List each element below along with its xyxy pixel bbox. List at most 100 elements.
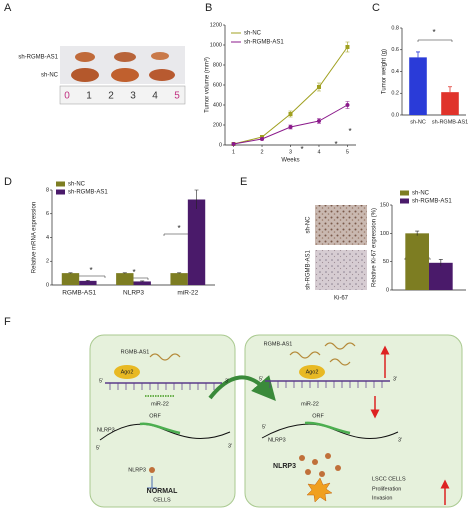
x-tick-label: 5 [346,149,349,155]
diagram-label: 5' [262,424,266,430]
point [260,137,265,141]
x-tick-label: 4 [317,149,320,155]
error-bar [140,280,145,282]
tumor-photo [59,46,186,105]
x-tick-label: 3 [289,149,292,155]
panel-label: C [372,2,380,14]
y-tick-label: 100 [380,231,389,237]
y-tick-label: 2 [46,259,49,265]
diagram-label: Ago2 [306,369,319,375]
x-tick-label: NLRP3 [123,290,144,297]
ruler-label: 5 [174,91,180,102]
diagram-label: Proliferation [372,486,401,492]
x-tick-label: sh-RGMB-AS1 [432,119,468,125]
x-tick-label: RGMB-AS1 [62,290,96,297]
error-bar [194,189,199,209]
diagram-label: 3' [398,437,402,443]
y-tick-label: 50 [383,259,389,265]
diagram-label: NORMAL [147,488,178,495]
annotation: * [89,266,92,275]
point [316,85,321,89]
row-label: sh-NC [306,216,312,234]
ruler-label: 4 [152,91,158,102]
y-tick-label: 6 [46,211,49,217]
error-bar [122,272,127,274]
y-tick-label: 0 [386,287,389,293]
annotation: * [432,28,435,37]
annotation: * [132,268,135,277]
legend-swatch [56,189,65,195]
annotation: * [334,140,337,149]
y-tick-label: 0 [219,142,222,148]
point [288,125,293,129]
legend-label: sh-NC [68,182,86,188]
point [345,103,350,107]
stain-label: Ki-67 [334,296,349,302]
diagram-label: ORF [149,413,161,419]
y-tick-label: 1200 [210,22,222,28]
y-tick-label: 600 [213,82,222,88]
bar [170,273,188,285]
annotation: * [348,127,351,136]
diagram-label: miR-22 [301,401,319,407]
y-tick-label: 150 [380,202,389,208]
x-tick-label: miR-22 [177,290,198,297]
diagram-label: 5' [96,445,100,451]
legend-label: sh-RGMB-AS1 [412,199,452,205]
bar [61,273,80,285]
y-tick-label: 0.2 [391,91,399,97]
bar [79,280,97,285]
diagram-label: LSCC CELLS [372,476,406,482]
point [345,45,350,49]
x-tick-label: 1 [232,149,235,155]
diagram-label: NLRP3 [268,437,286,443]
panel-label: A [4,2,12,14]
error-bar [85,279,90,282]
error-bar [177,272,182,274]
diagram-label: 5' [99,378,103,384]
diagram-label: RGMB-AS1 [264,341,293,347]
panel-label: F [4,316,11,328]
point [288,112,293,116]
significance-bracket [417,39,453,42]
y-axis-label: Relative mRNA expression [32,202,38,273]
row-label: sh-RGMB-AS1 [18,55,58,61]
ihc-image [315,250,367,290]
diagram-label: RGMB-AS1 [121,349,150,355]
legend-label: sh-NC [412,191,430,197]
diagram-label: 3' [393,376,397,382]
diagram-label: 3' [225,378,229,384]
y-tick-label: 0.8 [391,25,399,31]
diagram-label: miR-22 [151,401,169,407]
diagram-label: NLRP3 [128,467,146,473]
diagram-label: 3' [228,443,232,449]
ruler-label: 2 [108,91,114,102]
bar [429,262,453,290]
error-bar [438,259,443,267]
diagram-label: ORF [312,413,324,419]
y-tick-label: 0.4 [391,69,399,75]
y-tick-label: 0 [46,282,49,288]
error-bar [415,230,420,236]
point [231,142,236,146]
annotation: * [177,224,180,233]
y-tick-label: 800 [213,62,222,68]
legend-label: sh-NC [244,31,262,37]
legend-swatch [56,181,65,187]
diagram-label: CELLS [153,497,171,503]
y-axis-label: Tumor volume (mm³) [205,57,211,113]
row-label: sh-NC [41,73,59,79]
legend-swatch [400,190,409,196]
point [316,119,321,123]
ruler-label: 0 [64,91,70,102]
diagram-label: Ago2 [121,369,134,375]
bar [441,92,459,115]
annotation: * [300,145,303,154]
panel-label: D [4,176,12,188]
error-bar [68,272,73,274]
bar [116,273,134,285]
x-axis-label: Weeks [281,158,299,164]
diagram-label: NLRP3 [97,427,115,433]
